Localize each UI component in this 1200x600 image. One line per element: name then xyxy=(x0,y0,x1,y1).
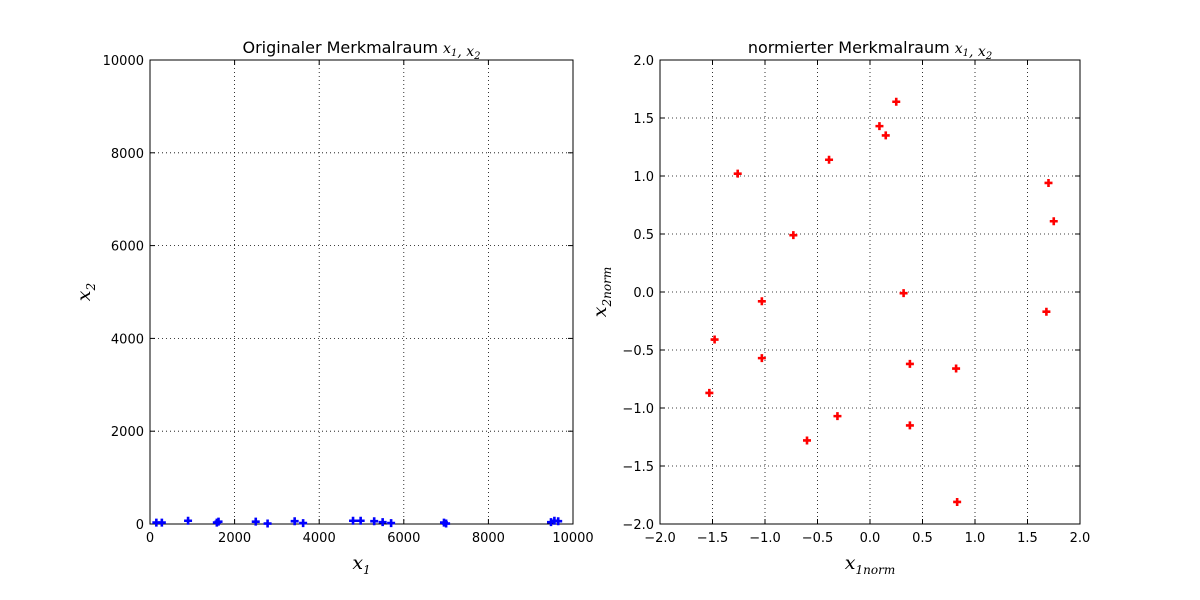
data-point xyxy=(875,122,884,131)
x-tick-label: 6000 xyxy=(387,531,420,546)
data-point xyxy=(251,517,260,526)
x-tick-label: 2000 xyxy=(218,531,251,546)
y-tick-label: −1.0 xyxy=(622,402,654,417)
x-tick-label: −0.5 xyxy=(802,531,834,546)
data-point xyxy=(1044,178,1053,187)
data-point xyxy=(833,412,842,421)
y-tick-label: 8000 xyxy=(111,147,144,162)
y-tick-label: 1.5 xyxy=(633,112,654,127)
data-point xyxy=(710,335,719,344)
y-tick-label: −1.5 xyxy=(622,460,654,475)
data-point xyxy=(299,519,308,528)
data-point xyxy=(157,518,166,527)
data-point xyxy=(757,297,766,306)
y-tick-label: −2.0 xyxy=(622,518,654,533)
y-tick-label: 2000 xyxy=(111,425,144,440)
y-tick-label: 0.5 xyxy=(633,228,654,243)
y-tick-label: 4000 xyxy=(111,332,144,347)
x-tick-label: 0.5 xyxy=(912,531,933,546)
x-tick-label: −2.0 xyxy=(644,531,676,546)
data-point xyxy=(803,436,811,445)
x-tick-label: −1.0 xyxy=(749,531,781,546)
data-point xyxy=(953,497,962,506)
y-tick-label: 6000 xyxy=(111,240,144,255)
plot-frame xyxy=(149,59,574,525)
data-point xyxy=(905,359,914,368)
x-tick-label: −1.5 xyxy=(697,531,729,546)
data-point xyxy=(757,354,766,363)
y-tick-label: −0.5 xyxy=(622,344,654,359)
x-axis-label: x1 xyxy=(352,552,370,577)
data-point xyxy=(214,517,223,526)
chart-title-math: x1, x2 xyxy=(443,41,480,62)
x-tick-label: 8000 xyxy=(472,531,505,546)
y-tick-label: 1.0 xyxy=(633,170,654,185)
x-tick-label: 0.0 xyxy=(860,531,881,546)
y-axis-label: x2 xyxy=(73,283,98,301)
x-tick-label: 2.0 xyxy=(1070,531,1091,546)
chart-1: 0 2000 4000 6000 8000 10000 0 2000 4000 6000 8000 1… xyxy=(73,38,594,577)
data-point xyxy=(1049,217,1058,226)
data-point xyxy=(378,518,387,527)
data-point xyxy=(263,519,272,528)
data-point xyxy=(442,519,451,528)
x-tick-label: 0 xyxy=(146,531,154,546)
chart-2: −2.0 −1.5 −1.0 −0.5 0.0 0.5 1.0 1.5 2.0 −2.0 −1.5 −… xyxy=(589,38,1090,577)
data-point xyxy=(789,231,798,240)
chart-title: Originaler Merkmalraum xyxy=(242,38,438,57)
x-tick-label: 1.0 xyxy=(965,531,986,546)
chart-title: normierter Merkmalraum xyxy=(748,38,950,57)
data-point xyxy=(952,364,961,373)
y-axis-label: x2norm xyxy=(589,267,614,317)
data-point xyxy=(370,517,379,526)
data-point xyxy=(554,517,563,526)
y-tick-label: 0 xyxy=(136,518,144,533)
data-point xyxy=(705,388,714,397)
x-tick-label: 4000 xyxy=(303,531,336,546)
plot-frame xyxy=(659,59,1081,525)
y-tick-label: 10000 xyxy=(103,54,144,69)
data-point xyxy=(892,97,901,106)
data-point xyxy=(349,516,358,525)
data-point xyxy=(387,519,396,528)
data-point xyxy=(881,131,890,140)
chart-title-math: x1, x2 xyxy=(955,41,992,62)
data-point xyxy=(905,421,914,430)
x-tick-label: 10000 xyxy=(552,531,593,546)
data-point xyxy=(290,517,299,526)
y-tick-label: 0.0 xyxy=(633,286,654,301)
data-point xyxy=(825,155,834,164)
data-point xyxy=(356,516,365,525)
x-tick-label: 1.5 xyxy=(1017,531,1038,546)
x-axis-label: x1norm xyxy=(845,552,895,577)
data-point xyxy=(1042,307,1051,316)
data-point xyxy=(733,169,742,178)
data-point xyxy=(184,516,193,525)
data-point xyxy=(899,289,908,298)
y-tick-label: 2.0 xyxy=(633,54,654,69)
